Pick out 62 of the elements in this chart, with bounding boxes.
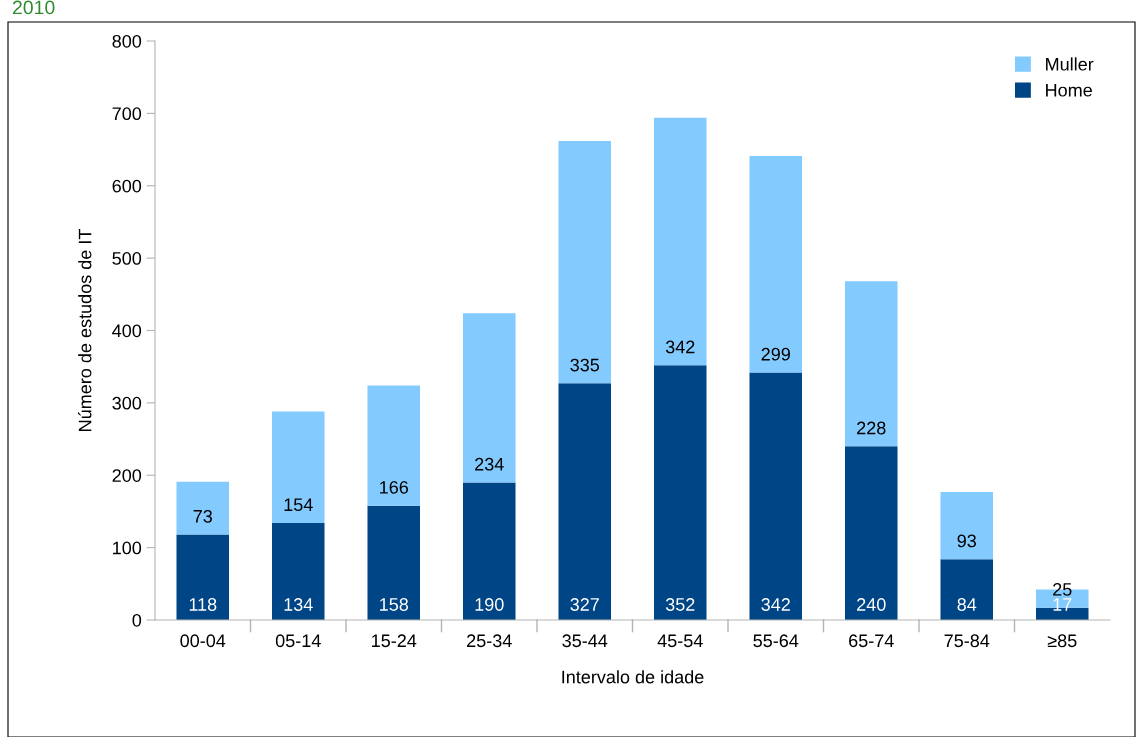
x-tick-label: 75-84 [944, 634, 990, 648]
bar [558, 140, 612, 384]
data-label: 17 [1053, 598, 1072, 611]
bar [367, 505, 421, 620]
bar [940, 491, 994, 560]
data-label: 166 [380, 480, 409, 494]
y-tick-label: 500 [112, 252, 142, 265]
x-tick-label: 00-04 [180, 634, 226, 648]
y-tick-label: 800 [112, 34, 142, 48]
bar [940, 559, 994, 620]
bar [271, 523, 325, 620]
data-label: 190 [475, 598, 504, 611]
y-tick-label: 600 [112, 179, 142, 193]
data-label: 228 [857, 421, 886, 435]
x-tick-label: 35-44 [562, 634, 608, 648]
x-tick-label: 65-74 [849, 634, 894, 648]
data-label: 352 [665, 598, 695, 611]
data-label: 234 [475, 457, 504, 471]
data-label: 335 [570, 358, 600, 372]
data-label: 84 [957, 598, 977, 611]
bar [271, 411, 325, 524]
bar [462, 313, 516, 483]
data-label: 25 [1053, 583, 1072, 596]
data-label: 342 [665, 340, 695, 354]
y-tick-label: 200 [112, 469, 142, 482]
data-label: 118 [189, 598, 217, 611]
data-label: 134 [284, 598, 313, 611]
x-tick-label: 55-64 [753, 634, 799, 648]
bar [749, 372, 803, 620]
bar [844, 281, 898, 447]
legend-label: Muller [1046, 57, 1094, 71]
bar [176, 481, 230, 535]
bar [176, 534, 230, 620]
y-tick-label: 100 [113, 541, 142, 555]
x-tick-label: ≥85 [1047, 634, 1077, 648]
y-tick-label: 0 [132, 613, 142, 627]
data-label: 93 [957, 534, 976, 548]
x-axis-title: Intervalo de idade [562, 670, 704, 684]
bar [653, 117, 707, 366]
y-tick-label: 400 [112, 324, 142, 338]
data-label: 158 [380, 598, 409, 611]
y-tick-label: 700 [112, 107, 142, 121]
x-tick-label: 25-34 [467, 634, 512, 648]
legend-label: Home [1046, 83, 1092, 97]
y-tick-label: 300 [112, 396, 142, 410]
x-tick-label: 45-54 [657, 634, 703, 648]
bar [367, 385, 421, 506]
bar [462, 482, 516, 620]
x-tick-label: 05-14 [275, 634, 321, 648]
chart-title: 2010 [12, 0, 55, 15]
bar [558, 383, 612, 620]
bar [844, 446, 898, 620]
bar [653, 365, 707, 620]
data-label: 154 [284, 498, 313, 512]
data-label: 342 [761, 598, 790, 611]
x-tick-label: 15-24 [372, 634, 417, 648]
y-axis-title: Número de estudos de IT [77, 229, 92, 431]
bar [749, 156, 803, 373]
data-label: 327 [570, 598, 599, 611]
data-label: 73 [193, 509, 212, 523]
data-label: 240 [857, 598, 886, 611]
data-label: 299 [761, 347, 790, 361]
